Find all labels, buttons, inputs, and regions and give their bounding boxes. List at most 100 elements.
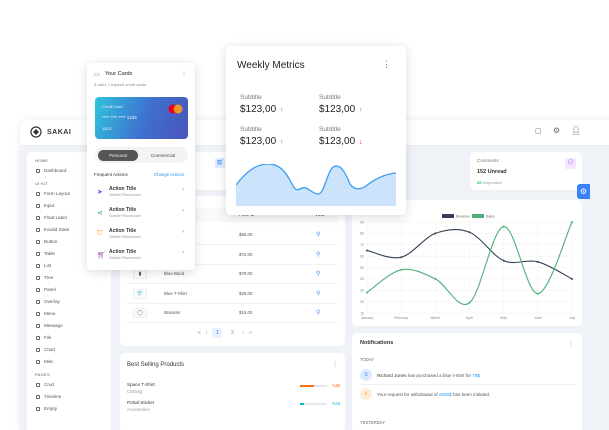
row-divider	[127, 322, 337, 324]
user-icon[interactable]: 👤︎	[571, 126, 582, 135]
chevron-right-icon: ›	[182, 187, 184, 193]
sidebar-item[interactable]: Message	[36, 323, 63, 328]
notification-link[interactable]: 79$	[472, 372, 480, 378]
sidebar-item-label: Dashboard	[44, 168, 67, 173]
credit-card[interactable]: Credit Card **** **** **** 1234 11/21	[95, 97, 188, 139]
data-point	[400, 268, 403, 271]
data-point	[502, 259, 505, 262]
product-category: Clothing	[127, 389, 143, 394]
data-point	[434, 232, 437, 235]
y-tick-label: 40	[360, 277, 364, 281]
product-name: Portal Sticker	[127, 400, 155, 405]
page-button[interactable]: 1	[212, 328, 223, 338]
sidebar-item-label: File	[44, 335, 52, 340]
sidebar-item-label: Table	[44, 251, 55, 256]
product-price: $72.00	[239, 251, 253, 257]
notification-link[interactable]: 2500$	[438, 391, 452, 397]
metric-value: $123,00 ↑	[319, 104, 363, 115]
y-tick-label: 50	[360, 266, 364, 270]
send-icon: ➤	[97, 189, 103, 196]
action-title: Action Title	[109, 249, 137, 255]
calendar-icon[interactable]: ▢	[535, 128, 542, 135]
sidebar-item[interactable]: Panel	[36, 287, 56, 292]
sidebar-item[interactable]: Misc	[36, 359, 53, 364]
avatar: S	[360, 369, 372, 381]
shield-icon: ⛉	[97, 230, 103, 237]
sidebar-item[interactable]: Form Layout	[36, 191, 70, 196]
notifications-title: Notifications	[360, 340, 394, 346]
product-thumbnail: 👕	[133, 288, 147, 299]
action-title: Action Title	[109, 228, 137, 234]
action-item[interactable]: ➤ Action Title Subtitle Placeholder ›	[94, 185, 186, 203]
kebab-icon[interactable]: ⋮	[181, 72, 187, 78]
first-page-button[interactable]: «	[198, 330, 201, 336]
sidebar-item[interactable]: Button	[36, 239, 57, 244]
kebab-icon[interactable]: ⋮	[568, 341, 574, 347]
line-chart: 10 20 30 40 50 60 70 80 90 January February March Ap…	[360, 214, 575, 320]
action-item[interactable]: ⋖ Action Title Subtitle Placeholder ›	[94, 206, 186, 224]
action-subtitle: Subtitle Placeholder	[109, 256, 141, 260]
toggle-commercial[interactable]: Commercial	[150, 152, 175, 158]
sidebar-item[interactable]: Empty	[36, 406, 57, 411]
metric-subtitle: Subtitle	[240, 94, 262, 101]
sidebar-item[interactable]: Menu	[36, 311, 56, 316]
sidebar-item-label: Chart	[44, 347, 56, 352]
action-item[interactable]: 🛒︎ Action Title Subtitle Placeholder ›	[94, 248, 186, 266]
sidebar-item-label: Timeline	[44, 394, 62, 399]
row-divider	[127, 244, 337, 245]
sidebar-item[interactable]: Input	[36, 203, 54, 208]
data-point	[571, 277, 573, 280]
cards-title: Your Cards	[105, 71, 133, 77]
stat-highlight: 85	[477, 180, 482, 185]
view-search-icon[interactable]: ⚲	[316, 232, 321, 238]
sidebar-item[interactable]: Float Label	[36, 215, 67, 220]
toggle-personal[interactable]: Personal	[98, 149, 138, 161]
sidebar-item[interactable]: Invalid State	[36, 227, 69, 232]
divider	[360, 384, 575, 385]
menu-item-icon	[36, 215, 40, 220]
sidebar-item[interactable]: Tree	[36, 275, 53, 280]
view-search-icon[interactable]: ⚲	[316, 271, 321, 278]
cart-icon: 🛒︎	[215, 158, 225, 168]
x-tick-label: May	[500, 316, 507, 320]
sidebar-section-label: PAGES	[35, 372, 50, 377]
product-price: $65.00	[239, 232, 253, 237]
gear-icon[interactable]: ⚙	[553, 126, 561, 135]
area-fill	[236, 164, 396, 206]
trend-up-icon: ↑	[359, 107, 363, 114]
legend-swatch	[442, 214, 454, 218]
kebab-icon[interactable]: ⋮	[382, 59, 391, 69]
view-search-icon[interactable]: ⚲	[316, 310, 321, 317]
sidebar-item[interactable]: List	[36, 263, 51, 268]
sidebar-item[interactable]: Chart	[36, 347, 55, 352]
sidebar-item[interactable]: Overlay	[36, 299, 60, 304]
config-gear-button[interactable]: ⚙	[577, 184, 590, 199]
sidebar-item[interactable]: File	[36, 335, 51, 340]
next-page-button[interactable]: ›	[242, 330, 245, 336]
credit-card-icon: ▭	[94, 72, 100, 78]
sidebar-item-label: Tree	[44, 275, 54, 280]
notification-item[interactable]: S Richard Jones has purchased a blue t-s…	[360, 369, 480, 381]
card-label: Credit Card	[102, 104, 123, 109]
sidebar-item[interactable]: Timeline	[36, 394, 61, 399]
x-tick-label: July	[569, 316, 575, 320]
prev-page-button[interactable]: ‹	[205, 330, 208, 336]
logo[interactable]: SAKAI	[30, 126, 71, 138]
menu-item-icon	[36, 239, 40, 244]
metric-value: $123,00 ↑	[240, 104, 284, 115]
sidebar-item[interactable]: Table	[36, 251, 55, 256]
action-subtitle: Subtitle Placeholder	[109, 235, 141, 239]
view-search-icon[interactable]: ⚲	[316, 251, 321, 258]
view-search-icon[interactable]: ⚲	[316, 290, 321, 297]
change-actions-link[interactable]: Change Actions	[154, 172, 185, 177]
menu-item-icon	[36, 311, 40, 316]
sidebar-item[interactable]: Crud	[36, 382, 54, 387]
notification-item[interactable]: ⇩ Your request for withdrawal of 2500$ h…	[360, 388, 490, 400]
action-item[interactable]: ⛉ Action Title Subtitle Placeholder ›	[94, 227, 186, 245]
product-name: Bracelet	[164, 310, 181, 316]
kebab-icon[interactable]: ⋮	[332, 362, 338, 368]
page-button[interactable]: 2	[231, 330, 234, 336]
sidebar-item[interactable]: Dashboard	[36, 168, 66, 173]
legend-label: Revenue	[456, 215, 470, 219]
last-page-button[interactable]: »	[249, 330, 252, 336]
